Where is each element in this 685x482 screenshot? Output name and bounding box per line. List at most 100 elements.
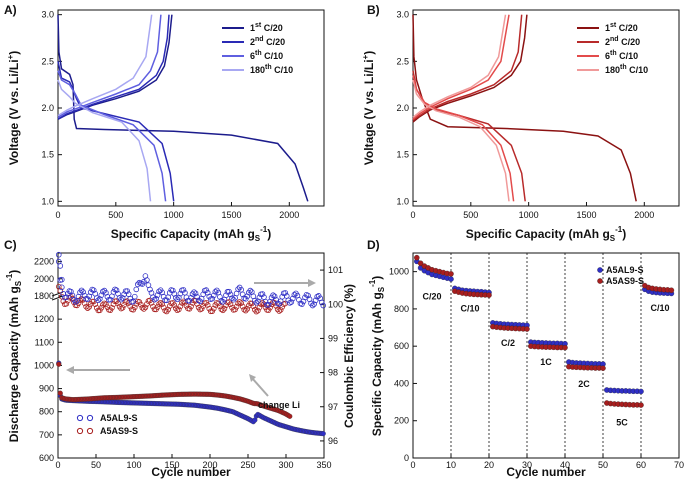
x-tick-label: 40 (560, 460, 570, 470)
panel-c-y-axis-title: Discharge Capacity (mAh gS-1) (5, 270, 23, 443)
panel-b-series (412, 14, 637, 202)
ce-point-a5al9 (230, 296, 237, 303)
capacity-point-a5as9 (57, 390, 63, 396)
ce-point-a5as9 (221, 305, 228, 312)
ce-point-a5as9 (84, 305, 91, 311)
capacity-point-a5as9 (56, 361, 62, 367)
capacity-point-a5as9 (486, 292, 492, 298)
capacity-point-a5al9 (320, 431, 326, 437)
x-tick-label: 60 (636, 460, 646, 470)
ce-point-a5al9 (309, 302, 316, 309)
y-tick-label: 3.0 (41, 10, 54, 20)
ce-point-a5as9 (115, 300, 121, 307)
panel-d-y-ticks: 0 200 400 600 800 1000 (389, 267, 417, 463)
x-tick-label: 1000 (519, 210, 539, 220)
x-tick-label: 500 (463, 210, 478, 220)
ce-point-a5as9 (244, 306, 251, 312)
ce-point-a5al9 (204, 289, 211, 296)
ce-point-a5as9 (138, 301, 144, 308)
annotation-change-li: change Li (258, 400, 300, 410)
x-tick-label: 1500 (576, 210, 596, 220)
ce-point-a5al9 (173, 294, 179, 301)
ce-point-a5as9 (176, 306, 182, 313)
series-line-charge (57, 14, 170, 120)
capacity-point-a5al9 (448, 276, 454, 282)
panel-d-x-axis-title: Cycle number (506, 465, 586, 479)
panel-a-y-ticks: 1.0 1.5 2.0 2.5 3.0 (41, 10, 62, 206)
y-tick-label: 400 (394, 378, 409, 388)
ce-point-a5al9 (270, 292, 276, 299)
capacity-point-a5as9 (524, 326, 530, 332)
panel-d-series (414, 254, 675, 408)
y-tick-label: 2.5 (396, 56, 409, 66)
ce-point-a5as9 (69, 295, 76, 302)
panel-c-frame (57, 252, 325, 459)
ce-point-a5al9 (191, 289, 197, 295)
capacity-point-a5as9 (417, 260, 424, 266)
ce-point-a5al9 (78, 287, 85, 294)
ce-point-a5al9 (68, 288, 74, 295)
ce-point-a5as9 (86, 304, 92, 310)
ce-point-a5as9 (211, 305, 217, 312)
legend-marker (597, 267, 603, 273)
ce-point-a5as9 (218, 306, 225, 313)
ce-point-a5al9 (124, 288, 130, 294)
legend-marker-open (76, 414, 84, 422)
ce-point-a5al9 (247, 287, 254, 294)
ce-point-a5al9 (63, 294, 70, 300)
ce-point-a5al9 (72, 299, 79, 305)
ce-point-a5as9 (255, 307, 261, 314)
ce-point-a5as9 (103, 301, 109, 308)
x-tick-label: 0 (410, 210, 415, 220)
ce-point-a5al9 (154, 292, 161, 298)
ce-point-a5al9 (113, 287, 120, 294)
ce-point-a5as9 (242, 307, 249, 314)
capacity-point-a5as9 (668, 287, 675, 294)
ce-point-a5al9 (100, 288, 106, 295)
legend-marker-open (76, 427, 84, 435)
series-line-discharge (57, 14, 309, 202)
ce-point-a5al9 (271, 293, 278, 300)
y-tick-label: 1.0 (41, 196, 54, 206)
y2-tick-label: 99 (328, 333, 338, 343)
y-tick-label: 1.5 (396, 150, 409, 160)
ce-point-a5al9 (141, 278, 147, 285)
panel-b-x-ticks: 0 500 1000 1500 2000 (410, 202, 654, 220)
ce-point-a5al9 (90, 287, 97, 293)
ce-point-a5as9 (238, 300, 244, 306)
ce-point-a5al9 (153, 295, 159, 302)
ce-point-a5al9 (119, 295, 126, 301)
rate-label: 5C (616, 417, 628, 427)
x-tick-label: 300 (278, 460, 293, 470)
ce-point-a5as9 (217, 303, 223, 310)
y-tick-label: 800 (39, 407, 54, 417)
panel-c-x-axis-title: Cycle number (151, 465, 231, 479)
y-tick-label: 600 (394, 341, 409, 351)
ce-point-a5as9 (157, 299, 164, 306)
panel-b-legend: 1st C/20 2nd C/20 6th C/10 180th C/10 (577, 22, 648, 75)
y-tick-label: 1100 (35, 337, 54, 347)
x-tick-label: 70 (674, 460, 684, 470)
ce-point-a5al9 (186, 297, 193, 304)
ce-point-a5as9 (227, 301, 234, 308)
ce-point-a5al9 (265, 301, 272, 308)
ce-point-a5as9 (233, 303, 240, 310)
arrow-change-li (251, 377, 269, 397)
legend-entry: 1st C/20 (250, 22, 283, 33)
ce-point-a5as9 (63, 300, 70, 307)
y-tick-label: 0 (404, 453, 409, 463)
panel-a-x-ticks: 0 500 1000 1500 2000 (55, 202, 299, 220)
ce-point-a5al9 (180, 287, 187, 293)
ce-point-a5as9 (154, 304, 161, 310)
ce-point-a5al9 (57, 263, 64, 269)
y-tick-label: 900 (39, 384, 54, 394)
ce-point-a5as9 (142, 304, 149, 311)
ce-point-a5al9 (151, 296, 158, 303)
rate-label: C/10 (650, 303, 669, 313)
y-tick-label: 200 (394, 416, 409, 426)
y-tick-label: 2200 (34, 257, 54, 267)
ce-point-a5al9 (227, 291, 234, 298)
x-tick-label: 350 (316, 460, 331, 470)
